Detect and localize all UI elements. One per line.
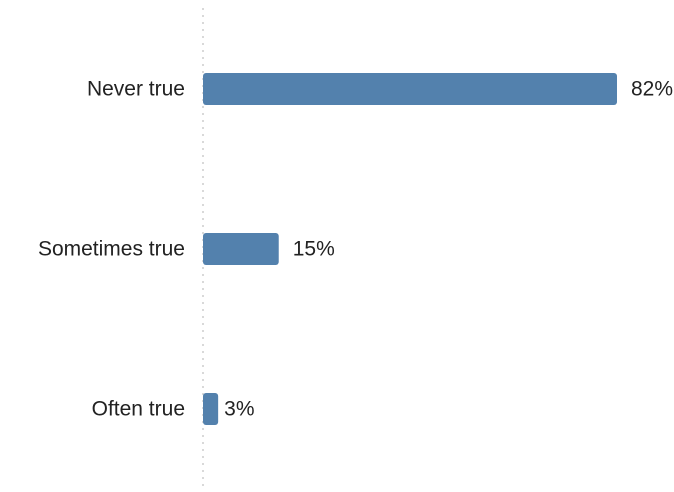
bars-group bbox=[203, 73, 617, 425]
value-label-sometimes-true: 15% bbox=[293, 238, 335, 261]
bar-often-true bbox=[203, 393, 219, 425]
category-label-never-true: Never true bbox=[87, 78, 185, 101]
bar-sometimes-true bbox=[203, 233, 279, 265]
value-label-often-true: 3% bbox=[224, 398, 254, 421]
labels-group: Never true 82% Sometimes true 15% Often true… bbox=[38, 78, 673, 421]
category-label-sometimes-true: Sometimes true bbox=[38, 238, 185, 261]
bar-never-true bbox=[203, 73, 617, 105]
category-label-often-true: Often true bbox=[92, 398, 185, 421]
value-label-never-true: 82% bbox=[631, 78, 673, 101]
